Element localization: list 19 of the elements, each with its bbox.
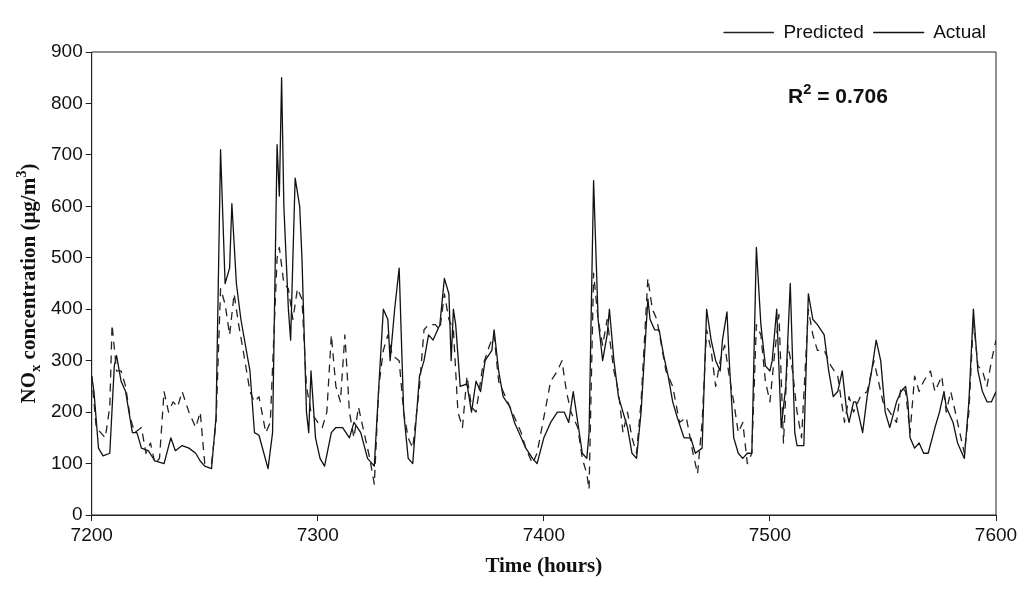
x-tick-label: 7300: [296, 523, 339, 545]
x-tick-label: 7400: [522, 523, 565, 545]
y-tick-label: 300: [51, 348, 83, 370]
y-tick-label: 500: [51, 246, 83, 268]
x-tick-label: 7200: [70, 523, 113, 545]
y-tick-label: 900: [51, 40, 83, 62]
x-axis-title: Time (hours): [485, 552, 603, 577]
y-tick-label: 200: [51, 400, 83, 422]
y-tick-label: 400: [51, 297, 83, 319]
y-tick-label: 0: [72, 503, 83, 525]
y-tick-label: 600: [51, 194, 83, 216]
x-tick-label: 7500: [748, 523, 792, 545]
y-tick-label: 100: [51, 451, 83, 473]
y-tick-label: 800: [51, 91, 83, 113]
legend-label: Predicted: [783, 20, 864, 42]
legend-label: Actual: [933, 20, 987, 42]
x-tick-label: 7600: [974, 523, 1018, 545]
y-axis-title: NOx concentration (μg/m3): [13, 163, 44, 404]
y-tick-label: 700: [51, 143, 83, 165]
